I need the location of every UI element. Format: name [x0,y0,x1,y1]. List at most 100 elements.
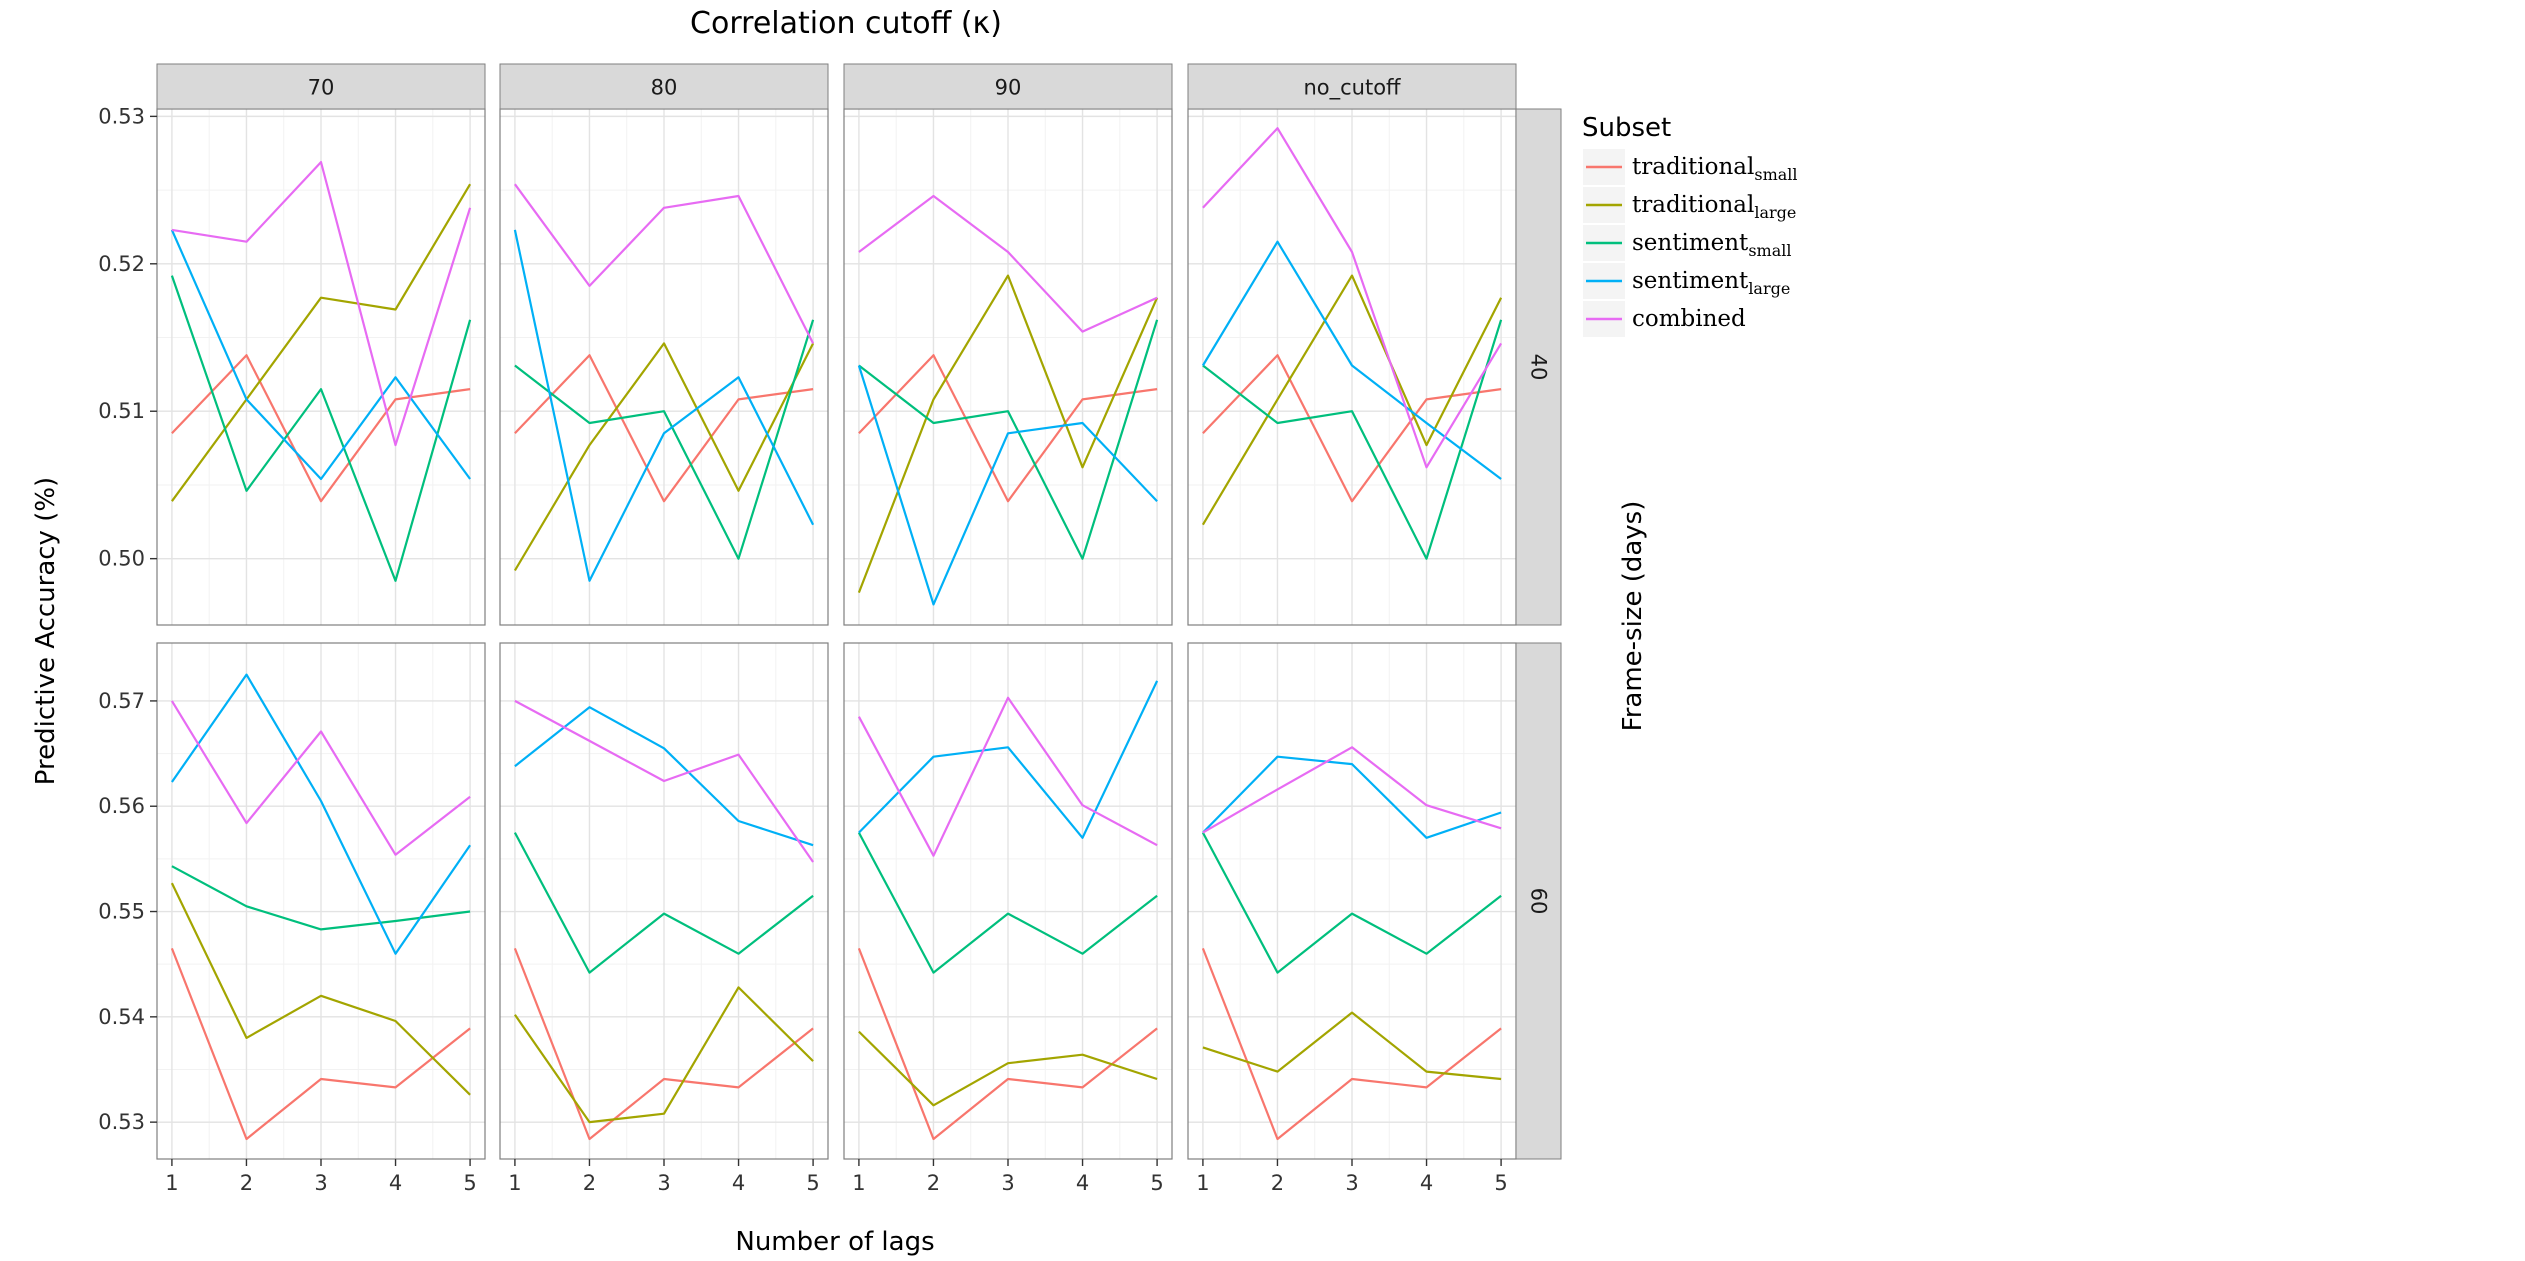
series-line-sent_small [1201,832,1502,974]
x-tick-label: 3 [314,1171,327,1195]
legend-label: sentimentsmall [1632,230,1791,260]
legend-label: traditionalsmall [1632,154,1798,184]
panel [843,642,1173,1160]
series-line-trad_large [513,986,814,1124]
panel [1187,642,1517,1160]
x-tick-label: 4 [732,1171,745,1195]
series-line-sent_small [1202,319,1503,560]
series-line-sent_small [514,319,815,560]
series-line-trad_small [170,947,471,1141]
x-tick-label: 2 [1271,1171,1284,1195]
series-line-trad_small [857,947,1158,1141]
series-line-trad_small [171,354,471,503]
series-line-combined [857,696,1158,857]
x-tick-label: 5 [463,1171,476,1195]
strips-layer: 70 80 90 no_cutoff 40 60 [156,63,1562,1160]
series-line-sent_large [170,673,472,955]
row-strip-label: 60 [1527,888,1551,915]
series-line-combined [170,700,471,856]
series-line-sent_large [858,680,1159,839]
x-axis-title: Number of lags [735,1227,934,1257]
y-tick-label: 0.57 [98,689,145,713]
x-tick-label: 1 [165,1171,178,1195]
column-strip: no_cutoff [1187,63,1517,110]
series-line-sent_small [858,319,1159,560]
x-tick-label: 1 [852,1171,865,1195]
series-line-combined [514,699,815,863]
y-axis-title: Predictive Accuracy (%) [31,477,61,785]
series-line-combined [1202,127,1503,469]
x-tick-label: 5 [1494,1171,1507,1195]
y-tick-label: 0.54 [98,1005,145,1029]
panels-layer [156,108,1517,1160]
legend-item: combined [1581,299,1746,339]
series-line-trad_small [858,354,1158,503]
y-tick-label: 0.53 [98,1110,145,1134]
x-tick-label: 5 [1150,1171,1163,1195]
x-tick-label: 3 [1001,1171,1014,1195]
series-line-sent_small [857,832,1158,974]
axes-layer: 0.50 0.51 0.52 0.53 0.53 0.54 0.55 0.56 0.57 1 2 3 4… [98,104,1508,1195]
legend-entries: traditionalsmall traditionallarge sentimen… [1581,147,1798,339]
legend-label: traditionallarge [1632,192,1796,222]
series-line-sent_small [513,832,814,974]
panel [843,108,1173,626]
series-line-trad_large [858,1030,1158,1107]
series-line-sent_large [170,229,471,481]
x-tick-label: 5 [806,1171,819,1195]
column-strip-label: 80 [651,76,678,100]
column-strip: 90 [843,63,1173,110]
legend-item: sentimentlarge [1581,261,1790,301]
series-line-sent_small [170,275,472,582]
row-strip-label: 40 [1527,354,1551,381]
panel [499,108,829,626]
series-line-combined [171,161,472,447]
y-tick-label: 0.56 [98,794,145,818]
panel [156,108,486,626]
series-line-sent_large [1201,240,1502,480]
series-line-trad_large [513,342,815,572]
row-strip: 60 [1515,642,1562,1160]
series-line-trad_large [171,183,472,502]
series-line-sent_large [1202,755,1502,839]
frame-size-axis-title: Frame-size (days) [1618,501,1648,732]
row-strip: 40 [1515,108,1562,626]
series-line-trad_large [170,882,471,1096]
legend: Subset traditionalsmall traditionallarge s… [1581,113,1798,339]
legend-item: traditionallarge [1581,185,1796,225]
x-tick-label: 3 [1345,1171,1358,1195]
legend-item: sentimentsmall [1581,223,1791,263]
x-tick-label: 4 [1076,1171,1089,1195]
x-tick-label: 2 [240,1171,253,1195]
legend-label: combined [1632,306,1746,332]
series-line-trad_large [1202,1011,1502,1081]
series-line-trad_small [514,354,814,503]
x-tick-label: 4 [389,1171,402,1195]
series-line-combined [858,194,1158,333]
series-line-trad_large [857,274,1159,593]
y-tick-label: 0.53 [98,104,145,128]
series-line-combined [1202,746,1502,834]
series-line-sent_large [857,365,1158,606]
chart-title: Correlation cutoff (κ) [690,6,1002,41]
series-line-sent_large [513,229,815,582]
series-line-trad_small [513,947,814,1141]
y-tick-label: 0.51 [98,399,145,423]
panel [1187,108,1517,626]
legend-title: Subset [1582,113,1671,143]
series-line-trad_small [1201,947,1502,1141]
column-strip: 80 [499,63,829,110]
series-line-combined [514,183,815,344]
x-tick-label: 4 [1420,1171,1433,1195]
panel [499,642,829,1160]
x-tick-label: 1 [1196,1171,1209,1195]
y-tick-label: 0.55 [98,900,145,924]
series-line-trad_large [1201,274,1503,526]
column-strip: 70 [156,63,486,110]
legend-label: sentimentlarge [1632,268,1790,298]
x-tick-label: 2 [583,1171,596,1195]
panel [156,642,486,1160]
y-tick-label: 0.52 [98,252,145,276]
x-tick-label: 1 [508,1171,521,1195]
